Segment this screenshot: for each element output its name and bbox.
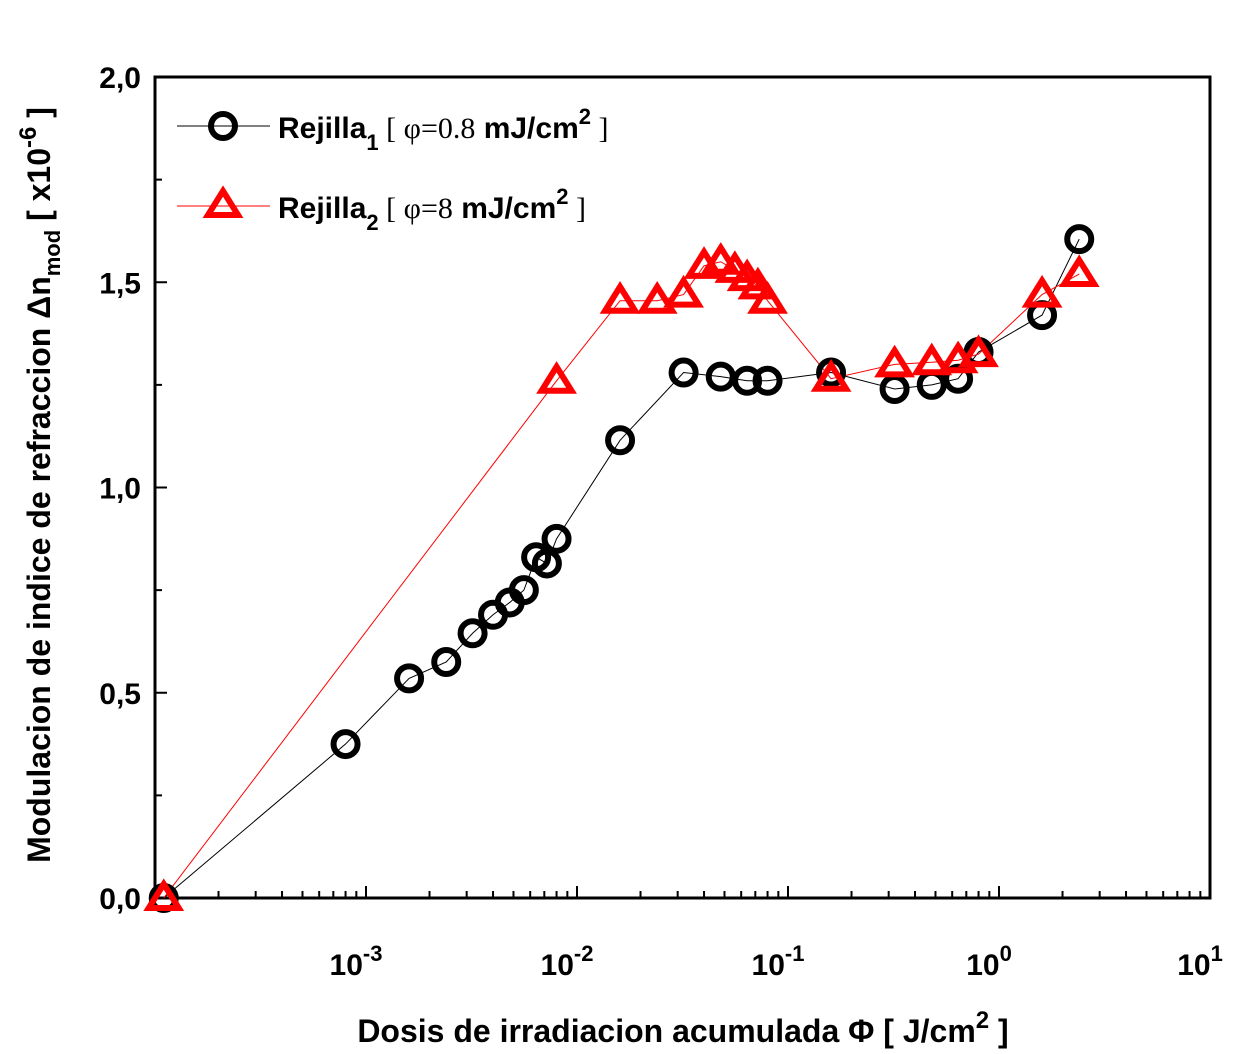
x-tick-label: 10-1 <box>752 941 805 982</box>
series-2-point <box>874 344 915 378</box>
series-1-point <box>732 365 763 396</box>
series-2-point <box>599 281 641 314</box>
series-2-point <box>747 281 788 314</box>
legend-label-series-1: Rejilla1 [ φ=0.8 mJ/cm2 ] <box>278 104 609 155</box>
series-1-point <box>531 548 562 579</box>
legend-label-series-2: Rejilla2 [ φ=8 mJ/cm2 ] <box>278 184 586 235</box>
series-2-point <box>536 361 577 394</box>
x-tick-label: 101 <box>1177 941 1223 982</box>
x-tick-label: 10-2 <box>541 941 594 982</box>
series-lines <box>163 238 1080 899</box>
series-1-point <box>508 575 539 606</box>
series-markers <box>143 224 1100 913</box>
y-tick-label: 0,0 <box>99 883 141 916</box>
series-2-line <box>163 261 1080 899</box>
tick-labels: 0,0 0,5 1,0 1,5 2,0 10-3 10-2 10-1 100 101 <box>99 62 1223 982</box>
series-2-point <box>810 359 852 392</box>
x-axis-title: Dosis de irradiacion acumulada Φ [ J/cm2… <box>357 1007 1008 1049</box>
x-tick-label: 10-3 <box>330 941 383 982</box>
series-2-point <box>737 266 779 300</box>
legend-marker-series-1 <box>208 111 238 141</box>
series-1-point <box>668 357 699 388</box>
y-tick-label: 0,5 <box>99 678 141 711</box>
series-2-point <box>143 878 185 911</box>
series-2-point <box>911 342 953 376</box>
series-1-point <box>605 425 636 456</box>
x-tick-label: 100 <box>966 941 1012 982</box>
series-1-point <box>394 663 425 694</box>
series-1-point <box>457 618 488 649</box>
series-1-point <box>541 523 572 554</box>
plot-frame <box>153 75 1212 900</box>
legend: Rejilla1 [ φ=0.8 mJ/cm2 ] Rejilla2 [ φ=8… <box>177 104 609 235</box>
y-tick-label: 1,5 <box>99 267 141 300</box>
series-1-point <box>431 646 462 677</box>
series-2-point <box>958 334 999 368</box>
series-1-point <box>1064 224 1095 255</box>
series-1-point <box>330 729 361 760</box>
y-tick-label: 1,0 <box>99 473 141 506</box>
legend-marker-series-2 <box>202 185 244 218</box>
y-tick-label: 2,0 <box>99 62 141 95</box>
series-1-line <box>163 238 1080 899</box>
series-2-point <box>700 242 742 275</box>
series-2-point <box>636 281 678 314</box>
y-axis-title: Modulacion de indice de refraccion Δnmod… <box>15 107 65 863</box>
series-1-point <box>943 363 974 394</box>
series-2-point <box>663 274 704 308</box>
series-1-point <box>752 365 783 396</box>
series-2-point <box>1058 254 1100 288</box>
series-2-point <box>1021 274 1063 308</box>
